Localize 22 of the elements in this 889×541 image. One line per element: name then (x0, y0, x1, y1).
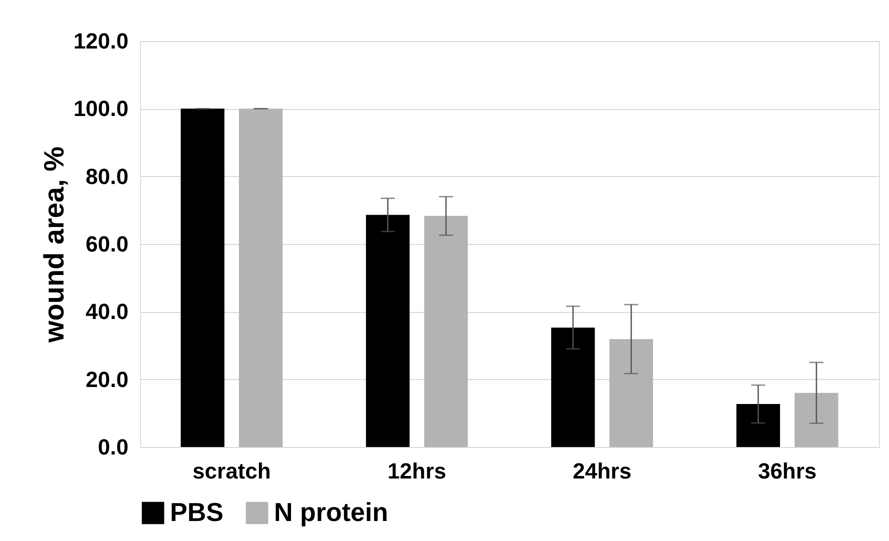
bar (238, 108, 283, 447)
y-tick-label: 0.0 (98, 434, 128, 460)
y-tick-label: 20.0 (86, 366, 128, 392)
bar (736, 404, 780, 447)
bar (551, 328, 595, 447)
bar (609, 339, 654, 447)
x-tick-label: scratch (192, 458, 271, 484)
y-tick-label: 40.0 (86, 299, 128, 324)
x-tick-label: 24hrs (572, 458, 632, 484)
y-axis-title: wound area, % (38, 146, 70, 344)
bar (794, 392, 838, 447)
legend-label: N protein (274, 497, 388, 527)
bar (424, 216, 468, 447)
y-tick-label: 60.0 (86, 232, 128, 256)
y-tick-label: 100.0 (73, 96, 128, 122)
y-tick-label: 120.0 (73, 28, 128, 54)
bar (180, 108, 224, 447)
x-tick-label: 36hrs (758, 458, 817, 484)
legend-label: PBS (170, 497, 224, 527)
x-tick-label: 12hrs (388, 458, 446, 484)
bar (366, 214, 410, 447)
y-tick-label: 80.0 (86, 164, 128, 189)
